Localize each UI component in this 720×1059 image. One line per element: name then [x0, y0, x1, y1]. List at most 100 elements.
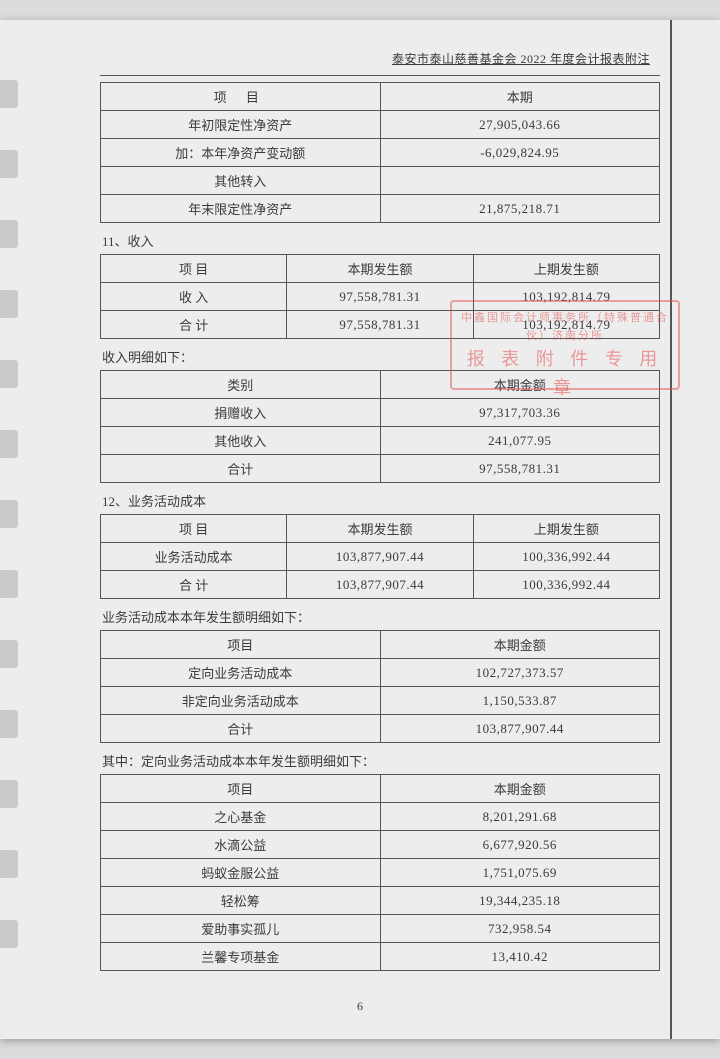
col-header: 类别 — [101, 371, 381, 399]
table-row: 类别 本期金额 — [101, 371, 660, 399]
col-header: 项 目 — [101, 515, 287, 543]
table-row: 年末限定性净资产 21,875,218.71 — [101, 195, 660, 223]
income-detail-table: 类别 本期金额 捐赠收入 97,317,703.36 其他收入 241,077.… — [100, 370, 660, 483]
col-header: 本期金额 — [380, 775, 660, 803]
cell-label: 轻松筹 — [101, 887, 381, 915]
col-header: 本期发生额 — [287, 515, 473, 543]
col-header: 本期发生额 — [287, 255, 473, 283]
cell-label: 合 计 — [101, 311, 287, 339]
cell-label: 捐赠收入 — [101, 399, 381, 427]
col-header: 上期发生额 — [473, 255, 659, 283]
cell-label: 收 入 — [101, 283, 287, 311]
binder-notch — [0, 360, 18, 388]
col-header: 本期 — [380, 83, 660, 111]
table-row: 轻松筹 19,344,235.18 — [101, 887, 660, 915]
col-header: 本期金额 — [380, 371, 660, 399]
binder-notch — [0, 640, 18, 668]
binder-notch — [0, 500, 18, 528]
cell-value: 97,558,781.31 — [380, 455, 660, 483]
cell-value: 13,410.42 — [380, 943, 660, 971]
col-header: 项目 — [101, 775, 381, 803]
page-number: 6 — [0, 999, 720, 1014]
cell-label: 其他收入 — [101, 427, 381, 455]
cell-value: 6,677,920.56 — [380, 831, 660, 859]
cost-detail-title: 业务活动成本本年发生额明细如下： — [102, 607, 660, 626]
col-header: 项目 — [101, 631, 381, 659]
cell-label: 之心基金 — [101, 803, 381, 831]
income-detail-title: 收入明细如下： — [102, 347, 660, 366]
table-row: 项 目 本期发生额 上期发生额 — [101, 515, 660, 543]
cell-value: 103,877,907.44 — [380, 715, 660, 743]
cost-table: 项 目 本期发生额 上期发生额 业务活动成本 103,877,907.44 10… — [100, 514, 660, 599]
cell-value: 103,877,907.44 — [287, 543, 473, 571]
binder-notch — [0, 570, 18, 598]
cell-value: 1,150,533.87 — [380, 687, 660, 715]
binder-notch — [0, 150, 18, 178]
table-row: 项目 本期金额 — [101, 631, 660, 659]
table-row: 年初限定性净资产 27,905,043.66 — [101, 111, 660, 139]
cell-label: 水滴公益 — [101, 831, 381, 859]
header-rule — [100, 75, 660, 76]
binder-notch — [0, 920, 18, 948]
cell-value: 97,317,703.36 — [380, 399, 660, 427]
table-row: 项 目 本期发生额 上期发生额 — [101, 255, 660, 283]
cell-value: 27,905,043.66 — [380, 111, 660, 139]
cell-value: 102,727,373.57 — [380, 659, 660, 687]
table-row: 项目 本期金额 — [101, 775, 660, 803]
cell-label: 蚂蚁金服公益 — [101, 859, 381, 887]
table-row: 收 入 97,558,781.31 103,192,814.79 — [101, 283, 660, 311]
table-row: 合 计 103,877,907.44 100,336,992.44 — [101, 571, 660, 599]
cell-label: 合计 — [101, 715, 381, 743]
right-margin-line — [670, 20, 672, 1039]
cell-value: 8,201,291.68 — [380, 803, 660, 831]
cell-label: 爱助事实孤儿 — [101, 915, 381, 943]
net-assets-table: 项 目 本期 年初限定性净资产 27,905,043.66 加：本年净资产变动额… — [100, 82, 660, 223]
table-row: 加：本年净资产变动额 -6,029,824.95 — [101, 139, 660, 167]
table-row: 合计 103,877,907.44 — [101, 715, 660, 743]
col-header: 上期发生额 — [473, 515, 659, 543]
cell-value: 103,877,907.44 — [287, 571, 473, 599]
table-row: 蚂蚁金服公益 1,751,075.69 — [101, 859, 660, 887]
col-header: 项 目 — [101, 255, 287, 283]
table-row: 业务活动成本 103,877,907.44 100,336,992.44 — [101, 543, 660, 571]
table-row: 之心基金 8,201,291.68 — [101, 803, 660, 831]
section-11-title: 11、收入 — [102, 231, 660, 250]
cell-value: 97,558,781.31 — [287, 283, 473, 311]
section-12-title: 12、业务活动成本 — [102, 491, 660, 510]
table-row: 非定向业务活动成本 1,150,533.87 — [101, 687, 660, 715]
directed-cost-title: 其中：定向业务活动成本本年发生额明细如下： — [102, 751, 660, 770]
page-header: 泰安市泰山慈善基金会 2022 年度会计报表附注 — [100, 50, 660, 67]
cell-value: 1,751,075.69 — [380, 859, 660, 887]
binder-notch — [0, 220, 18, 248]
cell-value: 103,192,814.79 — [473, 311, 659, 339]
cell-label: 业务活动成本 — [101, 543, 287, 571]
col-header: 本期金额 — [380, 631, 660, 659]
binder-notch — [0, 710, 18, 738]
cell-label: 年末限定性净资产 — [101, 195, 381, 223]
cell-value: 732,958.54 — [380, 915, 660, 943]
cell-label: 非定向业务活动成本 — [101, 687, 381, 715]
col-header: 项 目 — [101, 83, 381, 111]
binder-notch — [0, 290, 18, 318]
table-row: 合 计 97,558,781.31 103,192,814.79 — [101, 311, 660, 339]
cost-detail-table: 项目 本期金额 定向业务活动成本 102,727,373.57 非定向业务活动成… — [100, 630, 660, 743]
binder-notch — [0, 780, 18, 808]
cell-label: 兰馨专项基金 — [101, 943, 381, 971]
cell-value: 100,336,992.44 — [473, 571, 659, 599]
table-row: 爱助事实孤儿 732,958.54 — [101, 915, 660, 943]
cell-label: 其他转入 — [101, 167, 381, 195]
cell-value: 103,192,814.79 — [473, 283, 659, 311]
binder-notch — [0, 850, 18, 878]
cell-value: 19,344,235.18 — [380, 887, 660, 915]
table-row: 其他转入 — [101, 167, 660, 195]
table-row: 捐赠收入 97,317,703.36 — [101, 399, 660, 427]
table-row: 其他收入 241,077.95 — [101, 427, 660, 455]
income-table: 项 目 本期发生额 上期发生额 收 入 97,558,781.31 103,19… — [100, 254, 660, 339]
table-row: 水滴公益 6,677,920.56 — [101, 831, 660, 859]
cell-value: 97,558,781.31 — [287, 311, 473, 339]
cell-value: 21,875,218.71 — [380, 195, 660, 223]
table-row: 兰馨专项基金 13,410.42 — [101, 943, 660, 971]
binder-notch — [0, 430, 18, 458]
cell-value: -6,029,824.95 — [380, 139, 660, 167]
cell-label: 年初限定性净资产 — [101, 111, 381, 139]
